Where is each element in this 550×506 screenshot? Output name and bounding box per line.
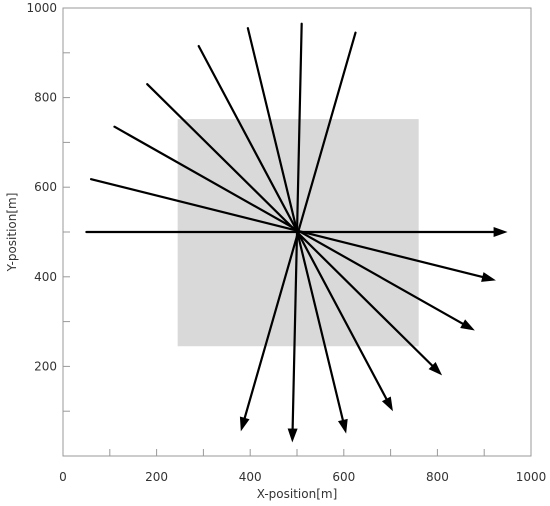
x-tick-label: 1000 (516, 470, 547, 484)
x-tick-label: 600 (332, 470, 355, 484)
x-tick-label: 0 (59, 470, 67, 484)
axis-ticks: 0 200 400 600 800 1000 200 400 600 800 1000 (26, 1, 546, 484)
ray-line-5 (246, 27, 344, 422)
y-axis-label: Y-position[m] (5, 193, 19, 273)
y-tick-label: 400 (34, 270, 57, 284)
y-tick-label: 600 (34, 180, 57, 194)
x-tick-label: 200 (145, 470, 168, 484)
ray-arrowhead-6 (287, 428, 298, 443)
y-tick-label: 800 (34, 91, 57, 105)
ray-arrowhead-5 (337, 418, 348, 434)
ray-arrowhead-3 (428, 361, 443, 376)
ray-line-6 (291, 22, 303, 430)
y-tick-label: 200 (34, 359, 57, 373)
x-tick-label: 400 (239, 470, 262, 484)
ray-arrowhead-0 (493, 227, 508, 237)
ray-line-1 (89, 178, 484, 279)
ray-arrowhead-4 (381, 396, 393, 412)
ray-arrowhead-7 (239, 416, 250, 432)
ray-arrowhead-1 (481, 272, 496, 282)
x-axis-label: X-position[m] (257, 487, 338, 501)
ray-line-4 (197, 44, 388, 400)
y-tick-label: 1000 (26, 1, 57, 15)
ray-arrowhead-2 (460, 319, 475, 331)
ray-line-7 (243, 31, 357, 420)
ray-line-3 (146, 83, 434, 367)
rays-group (85, 22, 508, 443)
x-tick-label: 800 (426, 470, 449, 484)
